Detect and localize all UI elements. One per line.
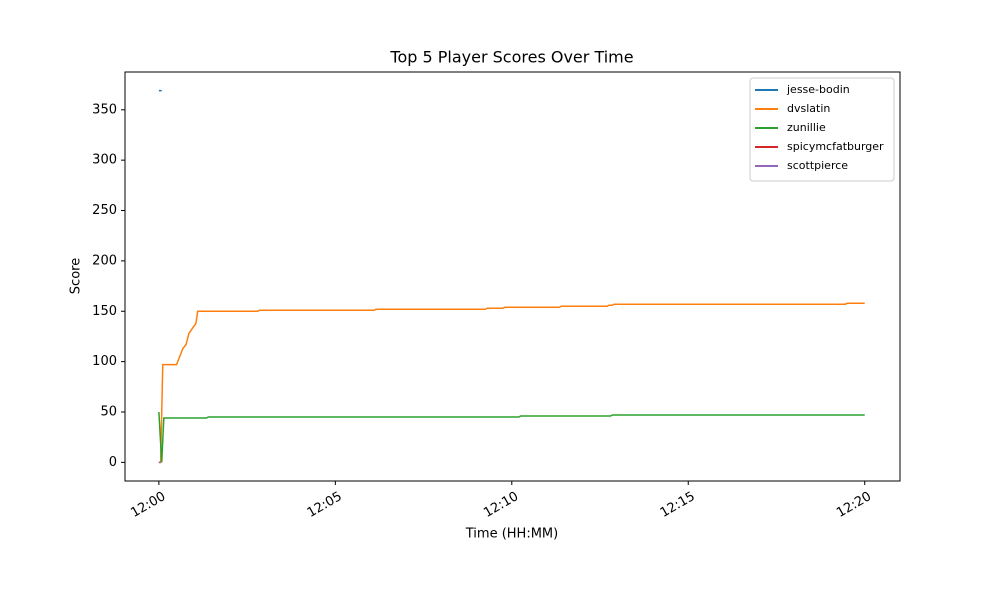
y-tick-label: 50 (100, 404, 117, 419)
chart-title: Top 5 Player Scores Over Time (389, 48, 633, 67)
y-tick-label: 300 (92, 153, 117, 168)
legend-box (749, 77, 895, 182)
legend-label: dvslatin (787, 102, 830, 115)
y-tick-label: 100 (92, 354, 117, 369)
line-series (158, 302, 865, 464)
legend-label: zunillie (787, 121, 826, 134)
line-series (158, 411, 865, 463)
legend-label: scottpierce (787, 159, 848, 172)
y-axis-label: Score (69, 258, 84, 294)
y-tick-label: 150 (92, 304, 117, 319)
y-tick-label: 350 (92, 102, 117, 117)
plot-frame (124, 71, 901, 482)
y-tick-label: 200 (92, 253, 117, 268)
legend-label: jesse-bodin (786, 83, 850, 96)
legend-label: spicymcfatburger (787, 140, 884, 153)
x-axis-label: Time (HH:MM) (465, 527, 558, 542)
y-tick-label: 0 (109, 455, 117, 470)
y-tick-label: 250 (92, 203, 117, 218)
